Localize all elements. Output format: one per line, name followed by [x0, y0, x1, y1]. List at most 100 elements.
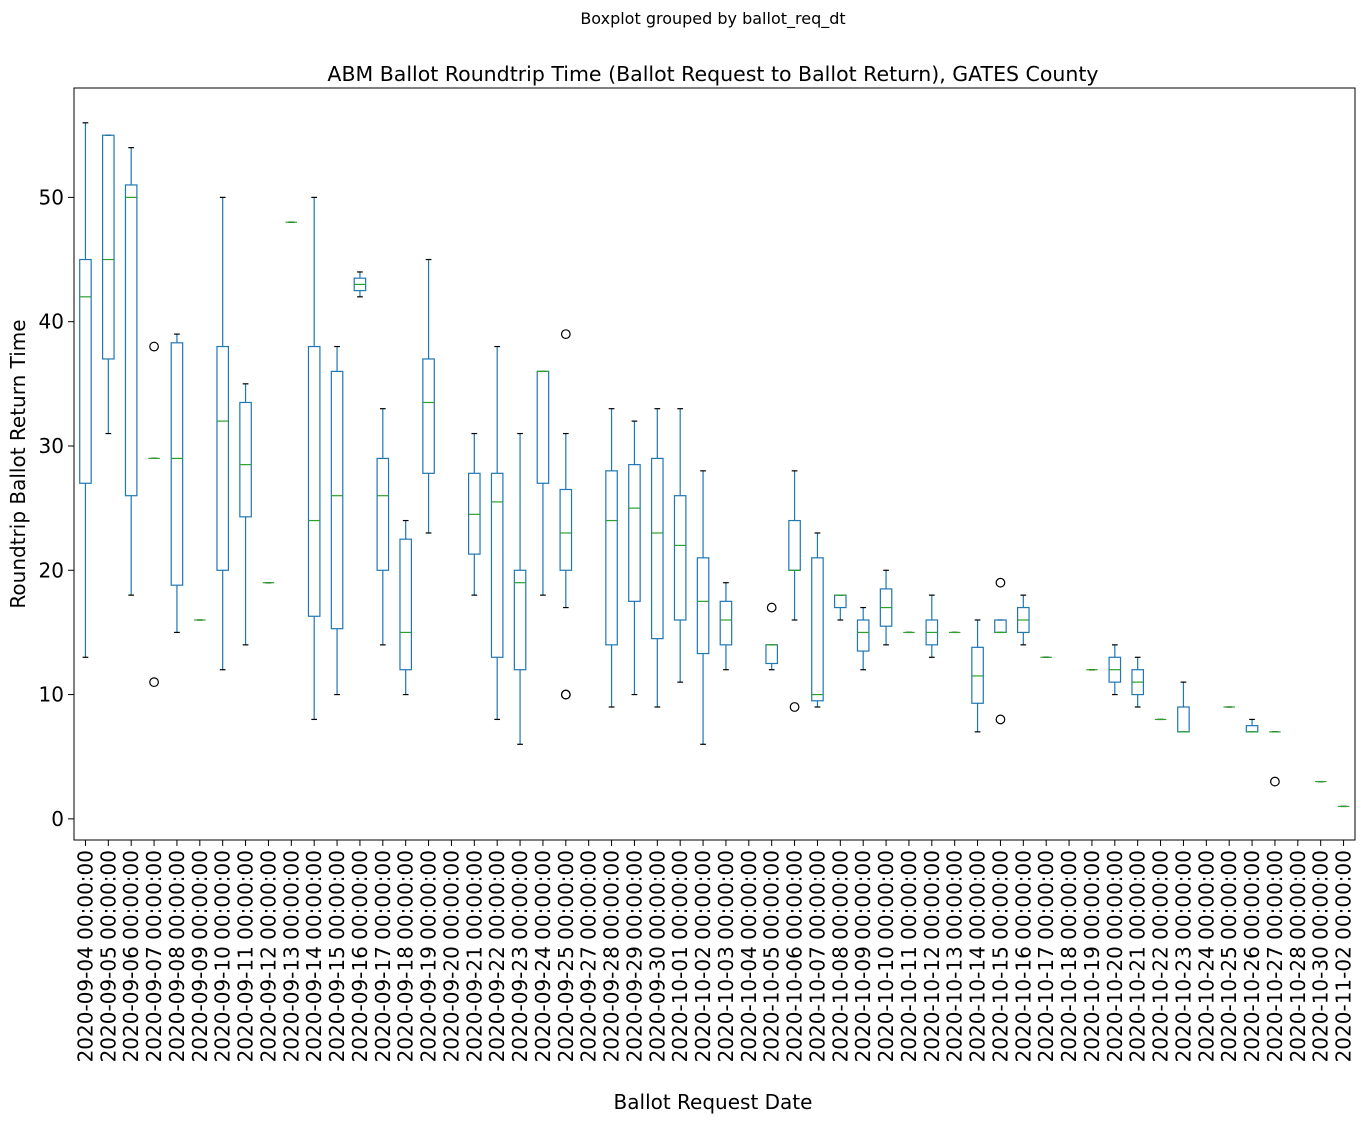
- x-tick-label: 2020-09-10 00:00:00: [211, 850, 235, 1062]
- box-group: [490, 345, 504, 721]
- box-group: [216, 196, 230, 671]
- box-group: [833, 594, 847, 621]
- box-group: [650, 408, 664, 708]
- y-tick-label: 0: [51, 807, 64, 831]
- x-tick-label: 2020-09-28 00:00:00: [600, 850, 624, 1062]
- box-iqr: [696, 557, 710, 655]
- box-iqr: [376, 457, 390, 571]
- x-tick-label: 2020-09-18 00:00:00: [394, 850, 418, 1062]
- box-iqr: [673, 495, 687, 621]
- box-group: [170, 333, 184, 634]
- box-iqr: [330, 370, 344, 630]
- x-tick-label: 2020-10-16 00:00:00: [1011, 850, 1035, 1062]
- x-tick-label: 2020-10-07 00:00:00: [805, 850, 829, 1062]
- outlier-point: [995, 714, 1006, 725]
- x-tick-label: 2020-09-13 00:00:00: [279, 850, 303, 1062]
- box-group: [79, 122, 92, 658]
- box-group: [696, 470, 710, 745]
- box-group: [124, 147, 138, 596]
- box-group: [513, 432, 527, 745]
- outlier-point: [789, 702, 800, 712]
- x-tick-label: 2020-09-21 00:00:00: [462, 850, 486, 1062]
- x-tick-label: 2020-10-26 00:00:00: [1240, 850, 1264, 1062]
- box-group: [467, 432, 481, 596]
- x-tick-label: 2020-09-08 00:00:00: [165, 850, 189, 1062]
- box-iqr: [971, 646, 984, 704]
- box-group: [1016, 594, 1030, 646]
- x-tick-label: 2020-09-15 00:00:00: [325, 850, 349, 1062]
- box-group: [148, 341, 160, 688]
- y-tick-label: 10: [39, 683, 64, 707]
- x-tick-label: 2020-10-03 00:00:00: [714, 850, 738, 1062]
- x-tick-label: 2020-10-14 00:00:00: [966, 850, 990, 1062]
- x-tick-label: 2020-09-19 00:00:00: [417, 850, 441, 1062]
- x-tick-label: 2020-10-09 00:00:00: [851, 850, 875, 1062]
- chart-title: ABM Ballot Roundtrip Time (Ballot Reques…: [327, 62, 1098, 86]
- x-tick-label: 2020-09-11 00:00:00: [234, 850, 258, 1062]
- x-tick-label: 2020-10-21 00:00:00: [1126, 850, 1150, 1062]
- x-tick-label: 2020-10-08 00:00:00: [828, 850, 852, 1062]
- box-group: [353, 271, 367, 298]
- y-axis: 0 10 20 30 40 50: [39, 185, 74, 831]
- x-tick-label: 2020-10-20 00:00:00: [1103, 850, 1127, 1062]
- box-iqr: [811, 557, 824, 702]
- outlier-point: [995, 577, 1006, 588]
- box-group: [422, 258, 435, 534]
- box-group: [1131, 656, 1145, 708]
- x-tick-label: 2020-10-12 00:00:00: [920, 850, 944, 1062]
- box-iqr: [559, 488, 573, 571]
- x-tick-label: 2020-10-25 00:00:00: [1217, 850, 1241, 1062]
- box-group: [605, 408, 618, 708]
- box-group: [673, 408, 687, 683]
- x-tick-label: 2020-10-22 00:00:00: [1149, 850, 1173, 1062]
- box-iqr: [399, 538, 413, 671]
- x-tick-label: 2020-09-05 00:00:00: [96, 850, 120, 1062]
- x-tick-label: 2020-10-13 00:00:00: [943, 850, 967, 1062]
- box-iqr: [467, 472, 481, 555]
- box-iqr: [1245, 725, 1259, 733]
- box-iqr: [605, 470, 618, 646]
- box-group: [330, 345, 344, 696]
- box-iqr: [833, 594, 847, 609]
- x-tick-label: 2020-10-02 00:00:00: [691, 850, 715, 1062]
- outlier-point: [149, 341, 159, 352]
- x-tick-label: 2020-09-27 00:00:00: [577, 850, 601, 1062]
- box-group: [307, 196, 321, 721]
- x-tick-label: 2020-10-17 00:00:00: [1034, 850, 1058, 1062]
- x-tick-label: 2020-10-06 00:00:00: [783, 850, 807, 1062]
- box-iqr: [422, 358, 435, 474]
- box-iqr: [994, 619, 1007, 634]
- y-tick-label: 40: [39, 310, 64, 334]
- box-iqr: [856, 619, 870, 652]
- box-group: [559, 329, 573, 700]
- outlier-point: [149, 677, 159, 688]
- box-iqr: [170, 342, 184, 586]
- box-iqr: [239, 401, 252, 518]
- x-tick-label: 2020-10-27 00:00:00: [1263, 850, 1287, 1062]
- x-tick-label: 2020-09-25 00:00:00: [554, 850, 578, 1062]
- box-iqr: [1177, 706, 1190, 733]
- box-group: [994, 577, 1007, 725]
- x-tick-label: 2020-09-20 00:00:00: [439, 850, 463, 1062]
- x-tick-label: 2020-09-09 00:00:00: [188, 850, 212, 1062]
- box-group: [1269, 731, 1281, 787]
- box-iqr: [650, 457, 664, 640]
- box-group: [239, 383, 252, 646]
- box-iqr: [101, 134, 115, 360]
- x-tick-label: 2020-09-16 00:00:00: [348, 850, 372, 1062]
- x-tick-label: 2020-10-04 00:00:00: [737, 850, 761, 1062]
- y-tick-label: 20: [39, 558, 64, 582]
- outlier-point: [1270, 776, 1280, 787]
- x-tick-label: 2020-10-28 00:00:00: [1286, 850, 1310, 1062]
- y-axis-label: Roundtrip Ballot Return Time: [6, 319, 30, 608]
- box-iqr: [124, 184, 138, 497]
- x-tick-label: 2020-09-12 00:00:00: [256, 850, 280, 1062]
- x-tick-label: 2020-09-24 00:00:00: [531, 850, 555, 1062]
- x-tick-label: 2020-11-02 00:00:00: [1332, 850, 1356, 1062]
- axes-frame: [73, 87, 1356, 841]
- x-tick-label: 2020-10-01 00:00:00: [668, 850, 692, 1062]
- box-group: [788, 470, 801, 712]
- box-iqr: [536, 370, 550, 484]
